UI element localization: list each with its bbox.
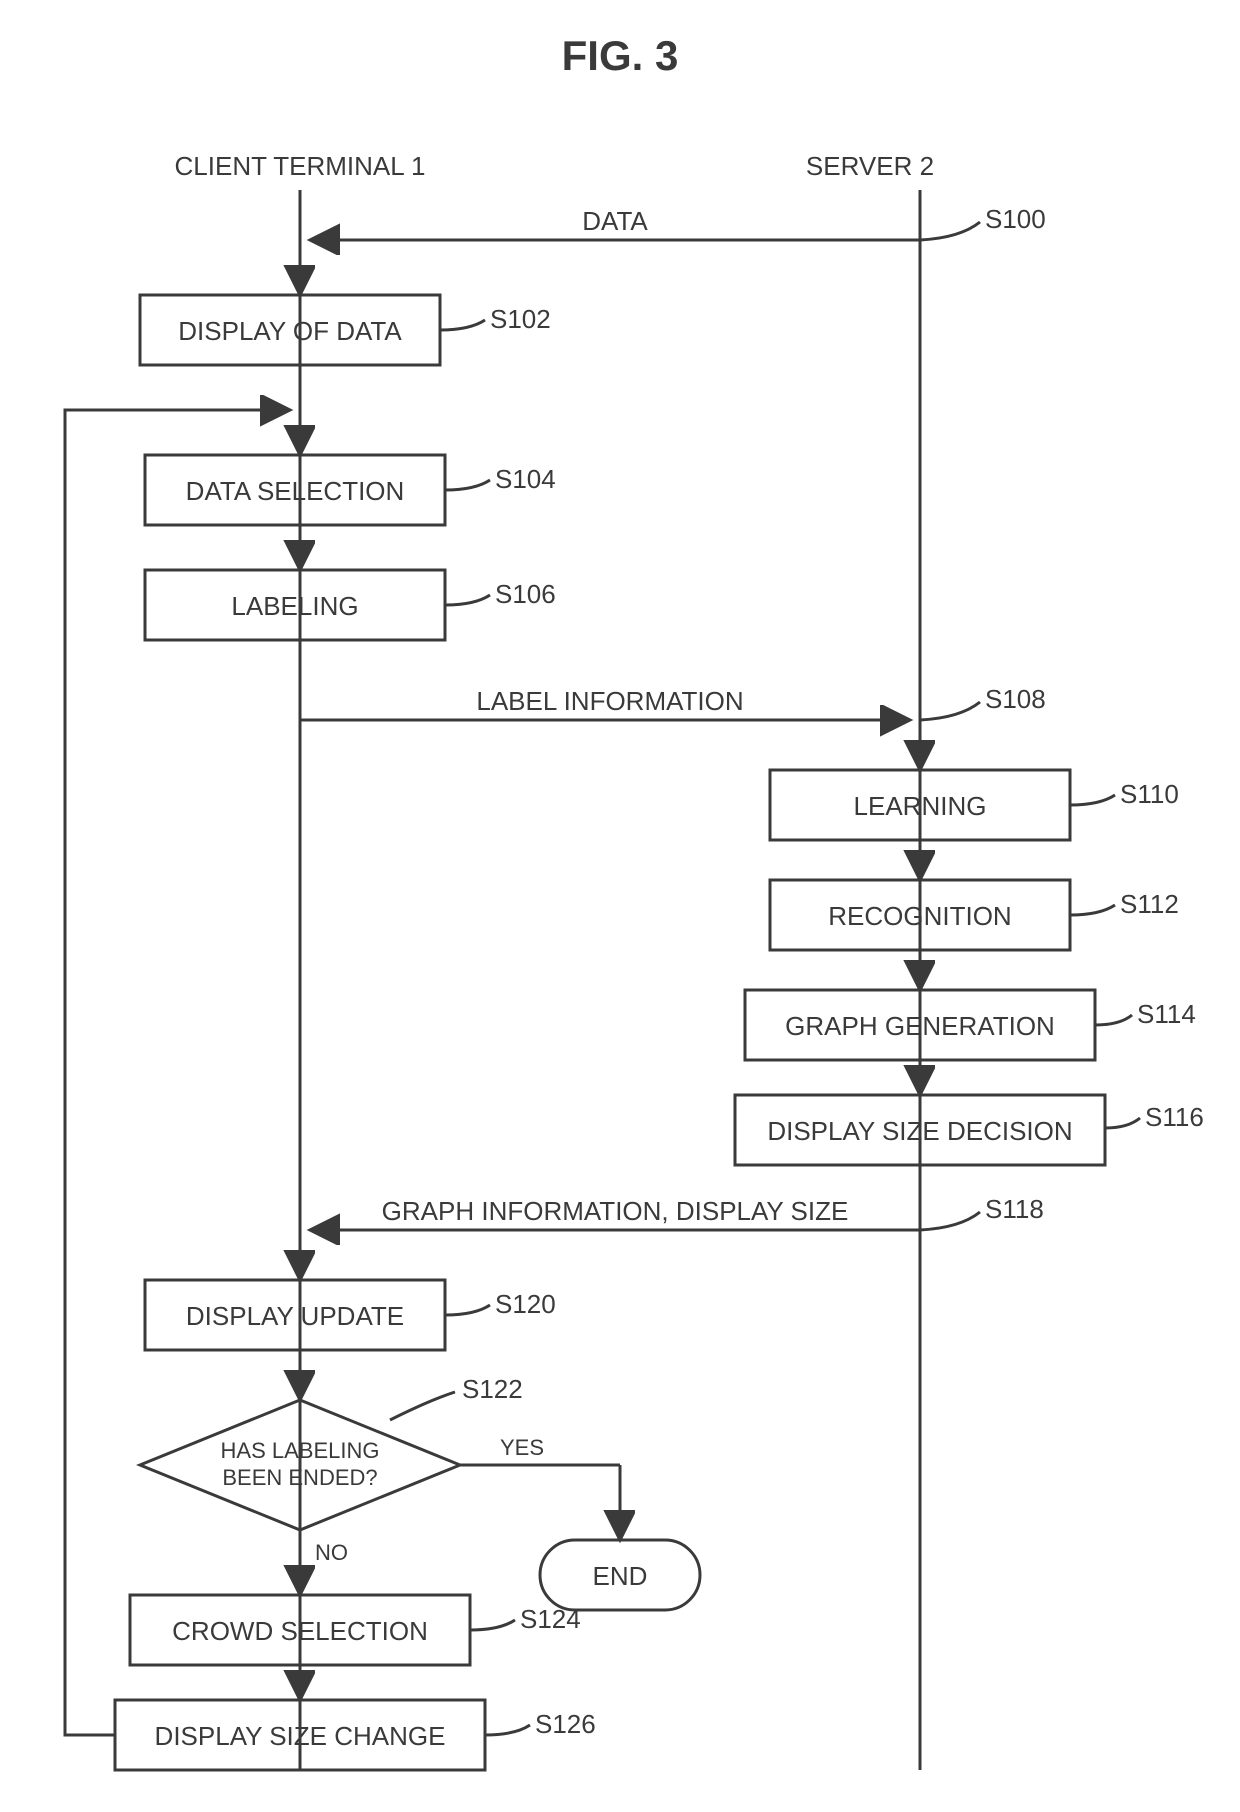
num-s102: S102 [490, 304, 551, 334]
leader-s102 [440, 320, 485, 330]
msg-data: DATA [582, 206, 648, 236]
num-s108: S108 [985, 684, 1046, 714]
lbl-s114: GRAPH GENERATION [785, 1011, 1055, 1041]
client-lane-label: CLIENT TERMINAL 1 [175, 151, 426, 181]
leader-s106 [445, 595, 490, 605]
num-s100: S100 [985, 204, 1046, 234]
branch-yes: YES [500, 1435, 544, 1460]
lbl-end: END [593, 1561, 648, 1591]
lbl-s124: CROWD SELECTION [172, 1616, 428, 1646]
figure-title: FIG. 3 [562, 32, 679, 79]
leader-s104 [445, 480, 490, 490]
leader-s114 [1095, 1015, 1132, 1025]
leader-s122 [390, 1392, 455, 1420]
leader-s120 [445, 1305, 490, 1315]
num-s114: S114 [1137, 999, 1196, 1029]
leader-s108 [920, 702, 980, 720]
lbl-s126: DISPLAY SIZE CHANGE [155, 1721, 446, 1751]
server-lane-label: SERVER 2 [806, 151, 934, 181]
leader-s100 [920, 222, 980, 240]
lbl-s102: DISPLAY OF DATA [178, 316, 402, 346]
num-s106: S106 [495, 579, 556, 609]
lbl-s110: LEARNING [854, 791, 987, 821]
lbl-s122a: HAS LABELING [221, 1438, 380, 1463]
lbl-s120: DISPLAY UPDATE [186, 1301, 404, 1331]
msg-label-info: LABEL INFORMATION [476, 686, 743, 716]
lbl-s122b: BEEN ENDED? [222, 1465, 377, 1490]
num-s116: S116 [1145, 1102, 1204, 1132]
num-s120: S120 [495, 1289, 556, 1319]
num-s124: S124 [520, 1604, 581, 1634]
leader-s126 [485, 1725, 530, 1735]
num-s112: S112 [1120, 889, 1179, 919]
msg-graph-info: GRAPH INFORMATION, DISPLAY SIZE [382, 1196, 849, 1226]
lbl-s106: LABELING [231, 591, 358, 621]
num-s104: S104 [495, 464, 556, 494]
flowchart-figure: FIG. 3 CLIENT TERMINAL 1 SERVER 2 DATA S… [0, 0, 1240, 1812]
num-s126: S126 [535, 1709, 596, 1739]
leader-s110 [1070, 795, 1115, 805]
leader-s124 [470, 1620, 515, 1630]
lbl-s104: DATA SELECTION [186, 476, 405, 506]
leader-s116 [1105, 1118, 1140, 1128]
branch-no: NO [315, 1540, 348, 1565]
num-s118: S118 [985, 1194, 1044, 1224]
num-s110: S110 [1120, 779, 1179, 809]
leader-s112 [1070, 905, 1115, 915]
leader-s118 [920, 1212, 980, 1230]
lbl-s112: RECOGNITION [828, 901, 1011, 931]
lbl-s116: DISPLAY SIZE DECISION [767, 1116, 1072, 1146]
num-s122: S122 [462, 1374, 523, 1404]
